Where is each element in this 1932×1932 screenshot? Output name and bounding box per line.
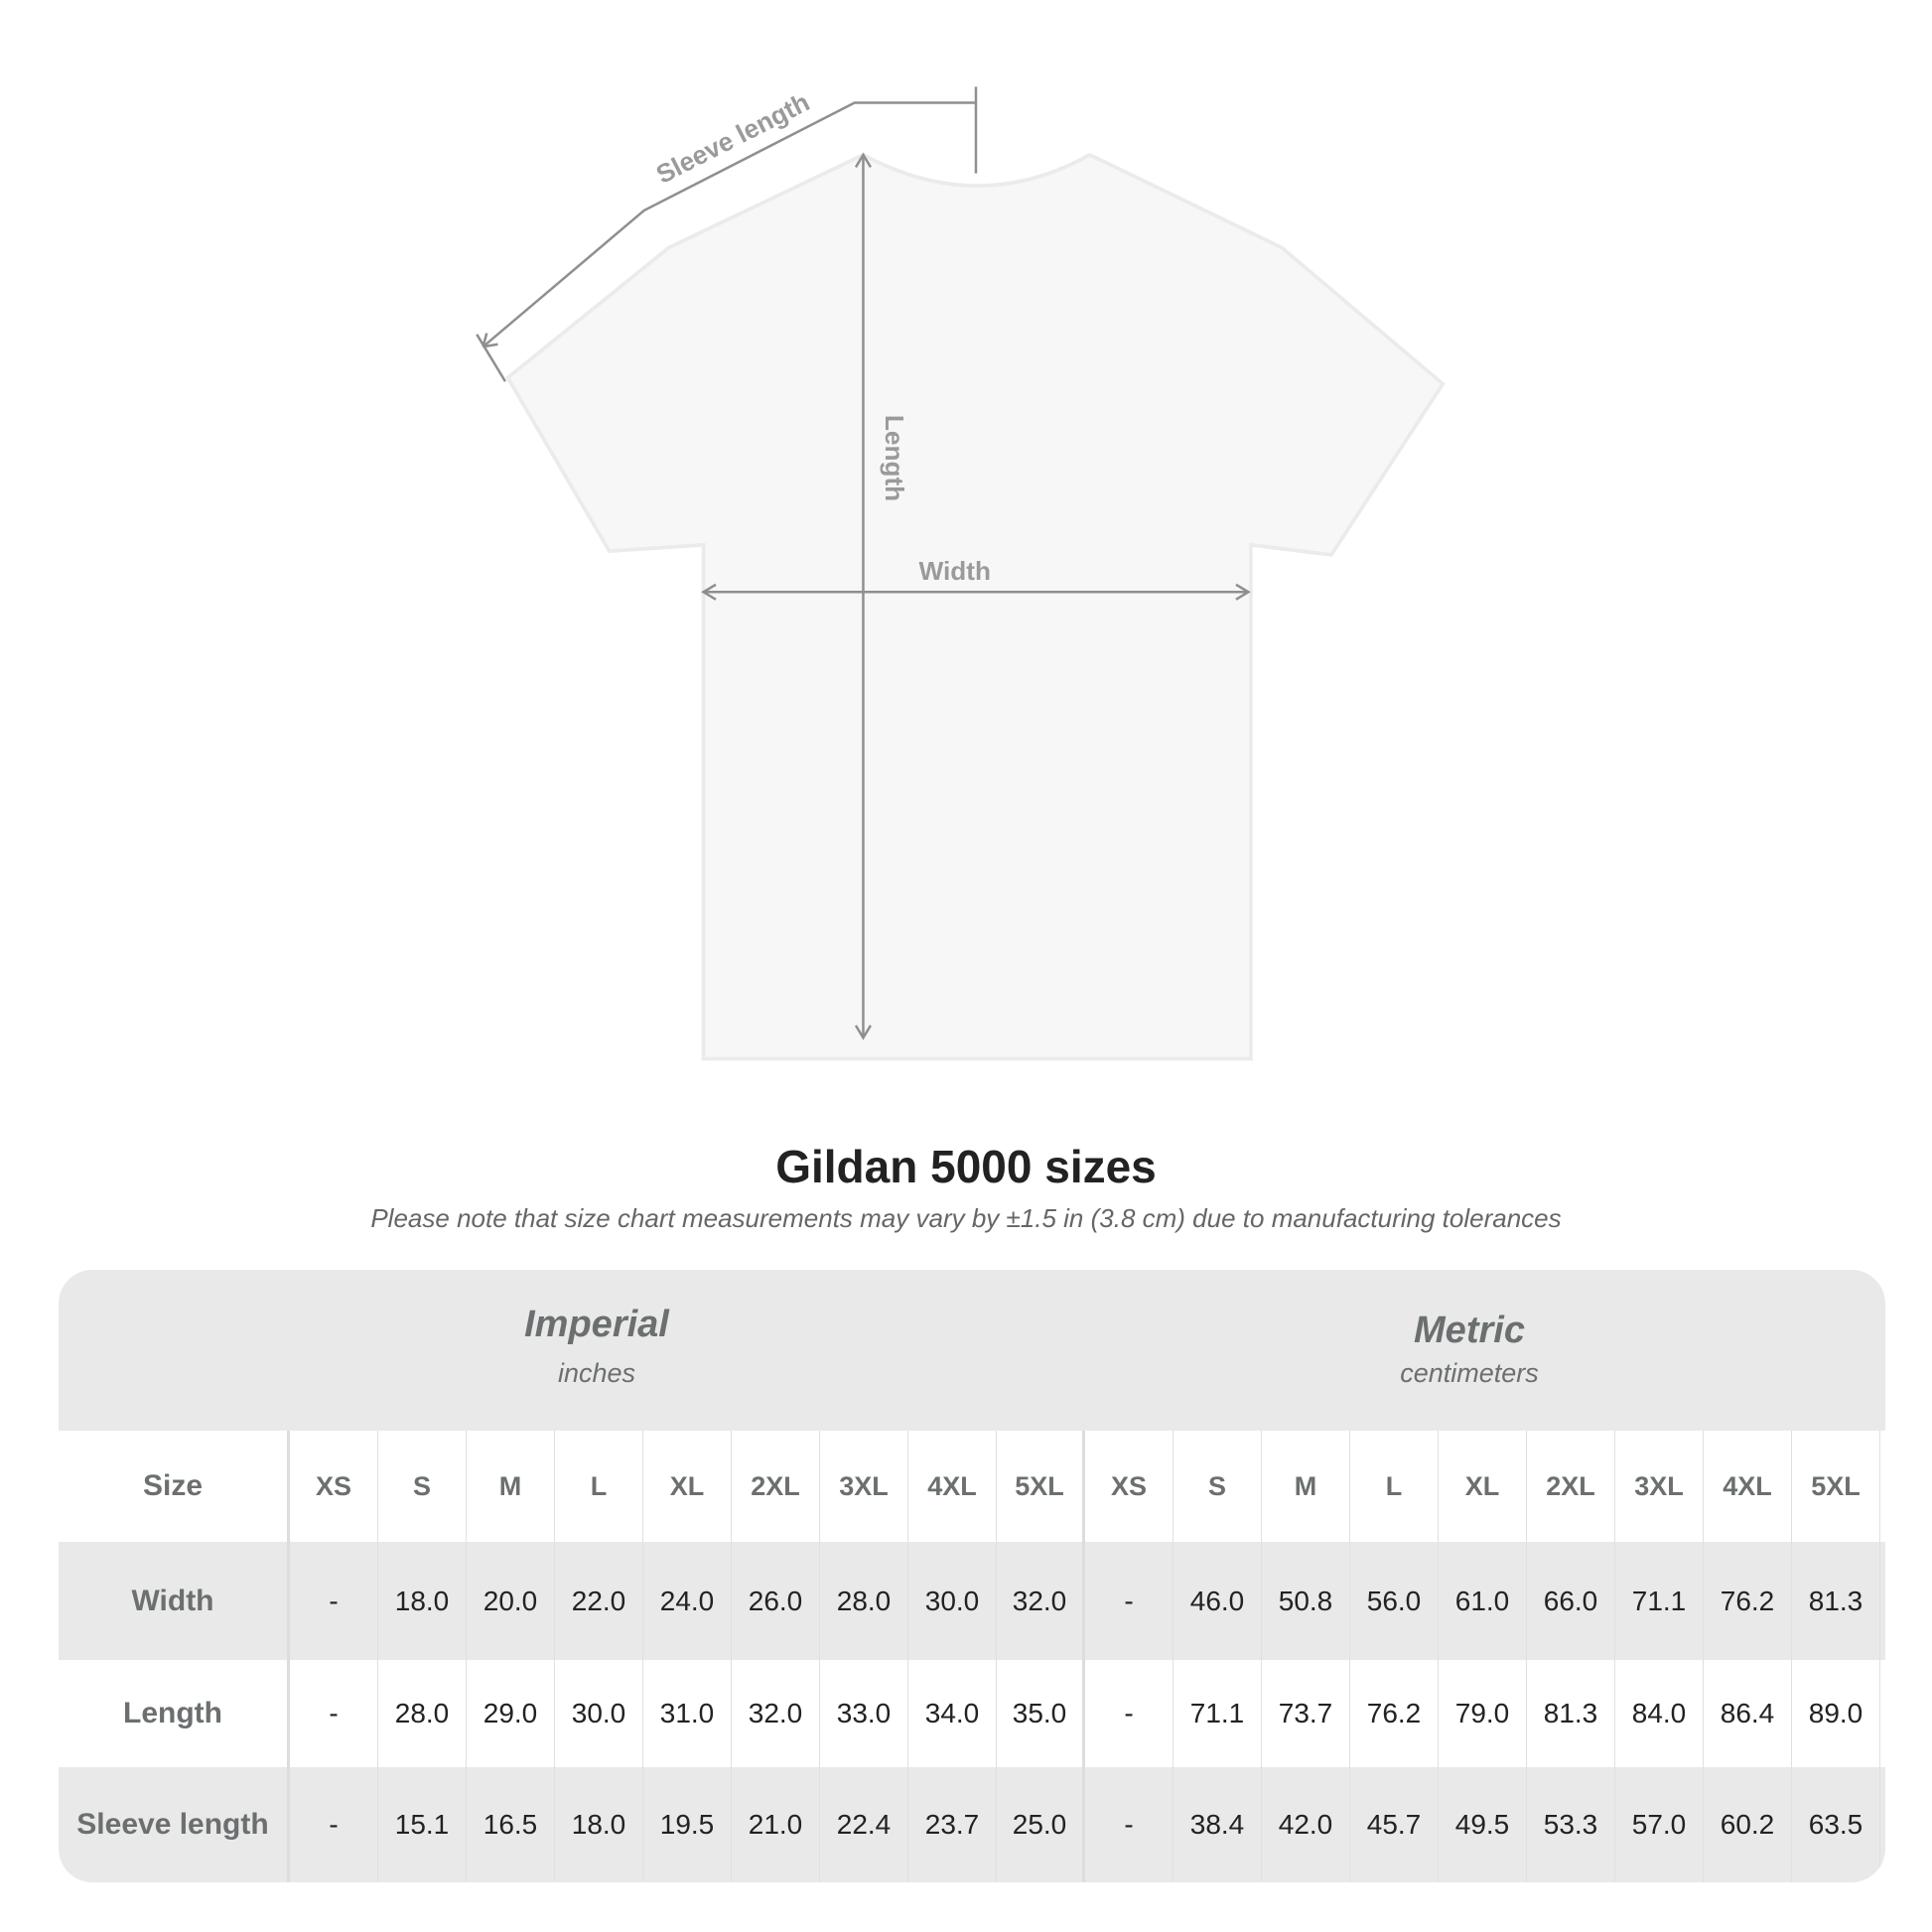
table-cell: 76.2 bbox=[1350, 1660, 1439, 1767]
size-table: Imperial inches Metric centimeters Size X… bbox=[59, 1270, 1885, 1882]
row-label: Sleeve length bbox=[59, 1767, 290, 1882]
imperial-name: Imperial bbox=[524, 1304, 669, 1345]
row-band bbox=[59, 1767, 1885, 1882]
table-cell: 61.0 bbox=[1439, 1542, 1527, 1660]
table-cell: 60.2 bbox=[1704, 1767, 1792, 1882]
size-header-row: Size XS S M L XL 2XL 3XL 4XL 5XL XS S M L XL 2XL 3XL 4XL 5… bbox=[59, 1431, 1885, 1542]
table-cell: 25.0 bbox=[997, 1767, 1085, 1882]
table-cell: 29.0 bbox=[467, 1660, 555, 1767]
table-cell: 79.0 bbox=[1439, 1660, 1527, 1767]
size-column-header: M bbox=[467, 1431, 555, 1542]
table-cell: - bbox=[290, 1767, 378, 1882]
size-column-header: 3XL bbox=[1615, 1431, 1704, 1542]
table-cell: 31.0 bbox=[643, 1660, 732, 1767]
sleeve-length-label: Sleeve length bbox=[651, 86, 814, 189]
table-cell: - bbox=[1085, 1542, 1173, 1660]
table-cell: 19.5 bbox=[643, 1767, 732, 1882]
table-cell: 46.0 bbox=[1173, 1542, 1262, 1660]
size-column-header: 4XL bbox=[1704, 1431, 1792, 1542]
table-cell: 56.0 bbox=[1350, 1542, 1439, 1660]
table-cell: 38.4 bbox=[1173, 1767, 1262, 1882]
table-cell: 20.0 bbox=[467, 1542, 555, 1660]
table-cell: 18.0 bbox=[555, 1767, 643, 1882]
metric-name: Metric bbox=[1414, 1310, 1525, 1351]
table-cell: - bbox=[290, 1660, 378, 1767]
size-column-header: S bbox=[378, 1431, 467, 1542]
table-cell: 63.5 bbox=[1792, 1767, 1880, 1882]
row-label: Length bbox=[59, 1660, 290, 1767]
table-cell: 73.7 bbox=[1262, 1660, 1350, 1767]
table-cell: 49.5 bbox=[1439, 1767, 1527, 1882]
table-cell: 22.0 bbox=[555, 1542, 643, 1660]
imperial-unit: inches bbox=[557, 1358, 636, 1388]
row-label: Size bbox=[59, 1431, 290, 1542]
row-band bbox=[59, 1542, 1885, 1660]
table-cell: - bbox=[1085, 1660, 1173, 1767]
table-cell: 76.2 bbox=[1704, 1542, 1792, 1660]
size-column-header: XS bbox=[290, 1431, 378, 1542]
table-cell: 32.0 bbox=[997, 1542, 1085, 1660]
size-column-header: M bbox=[1262, 1431, 1350, 1542]
size-column-header: 2XL bbox=[732, 1431, 820, 1542]
size-column-header: XS bbox=[1085, 1431, 1173, 1542]
table-cell: 35.0 bbox=[997, 1660, 1085, 1767]
imperial-header: Imperial inches bbox=[299, 1304, 895, 1389]
table-cell: - bbox=[1085, 1767, 1173, 1882]
metric-unit: centimeters bbox=[1400, 1358, 1539, 1388]
metric-header: Metric centimeters bbox=[1172, 1310, 1767, 1389]
size-column-header: S bbox=[1173, 1431, 1262, 1542]
table-cell: 18.0 bbox=[378, 1542, 467, 1660]
size-column-header: L bbox=[555, 1431, 643, 1542]
table-cell: 89.0 bbox=[1792, 1660, 1880, 1767]
tolerance-note: Please note that size chart measurements… bbox=[370, 1203, 1562, 1233]
row-label: Width bbox=[59, 1542, 290, 1660]
table-cell: 53.3 bbox=[1527, 1767, 1615, 1882]
sleeve-measure-line bbox=[482, 101, 976, 348]
table-cell: 42.0 bbox=[1262, 1767, 1350, 1882]
table-cell: 45.7 bbox=[1350, 1767, 1439, 1882]
table-cell: 81.3 bbox=[1527, 1660, 1615, 1767]
size-column-header: XL bbox=[1439, 1431, 1527, 1542]
table-cell: 32.0 bbox=[732, 1660, 820, 1767]
table-cell: 66.0 bbox=[1527, 1542, 1615, 1660]
table-cell: 28.0 bbox=[378, 1660, 467, 1767]
width-label: Width bbox=[919, 556, 991, 586]
length-label: Length bbox=[880, 415, 909, 501]
page-title: Gildan 5000 sizes bbox=[775, 1141, 1157, 1192]
tshirt-shape bbox=[505, 152, 1446, 1061]
table-cell: 57.0 bbox=[1615, 1767, 1704, 1882]
table-row: Width -18.0 20.0 22.0 24.0 26.0 28.0 30.0 32.0-4… bbox=[59, 1542, 1885, 1660]
table-cell: 81.3 bbox=[1792, 1542, 1880, 1660]
size-column-header: 5XL bbox=[1792, 1431, 1880, 1542]
table-cell: 84.0 bbox=[1615, 1660, 1704, 1767]
table-cell: 86.4 bbox=[1704, 1660, 1792, 1767]
table-cell: 28.0 bbox=[820, 1542, 908, 1660]
table-cell: 21.0 bbox=[732, 1767, 820, 1882]
table-header-band bbox=[59, 1270, 1885, 1431]
table-cell: 34.0 bbox=[908, 1660, 997, 1767]
table-cell: 16.5 bbox=[467, 1767, 555, 1882]
table-cell: 22.4 bbox=[820, 1767, 908, 1882]
table-row: Length -28.0 29.0 30.0 31.0 32.0 33.0 34.0 35.0-… bbox=[59, 1660, 1885, 1767]
table-cell: 24.0 bbox=[643, 1542, 732, 1660]
table-cell: 33.0 bbox=[820, 1660, 908, 1767]
size-column-header: 2XL bbox=[1527, 1431, 1615, 1542]
size-column-header: 5XL bbox=[997, 1431, 1085, 1542]
table-cell: 23.7 bbox=[908, 1767, 997, 1882]
table-cell: - bbox=[290, 1542, 378, 1660]
table-cell: 15.1 bbox=[378, 1767, 467, 1882]
table-cell: 30.0 bbox=[908, 1542, 997, 1660]
table-row: Sleeve length -15.1 16.5 18.0 19.5 21.0 22.4 23… bbox=[59, 1767, 1885, 1882]
size-column-header: L bbox=[1350, 1431, 1439, 1542]
size-column-header: XL bbox=[643, 1431, 732, 1542]
table-cell: 50.8 bbox=[1262, 1542, 1350, 1660]
size-column-header: 3XL bbox=[820, 1431, 908, 1542]
size-column-header: 4XL bbox=[908, 1431, 997, 1542]
table-cell: 71.1 bbox=[1173, 1660, 1262, 1767]
table-cell: 26.0 bbox=[732, 1542, 820, 1660]
table-cell: 30.0 bbox=[555, 1660, 643, 1767]
table-cell: 71.1 bbox=[1615, 1542, 1704, 1660]
